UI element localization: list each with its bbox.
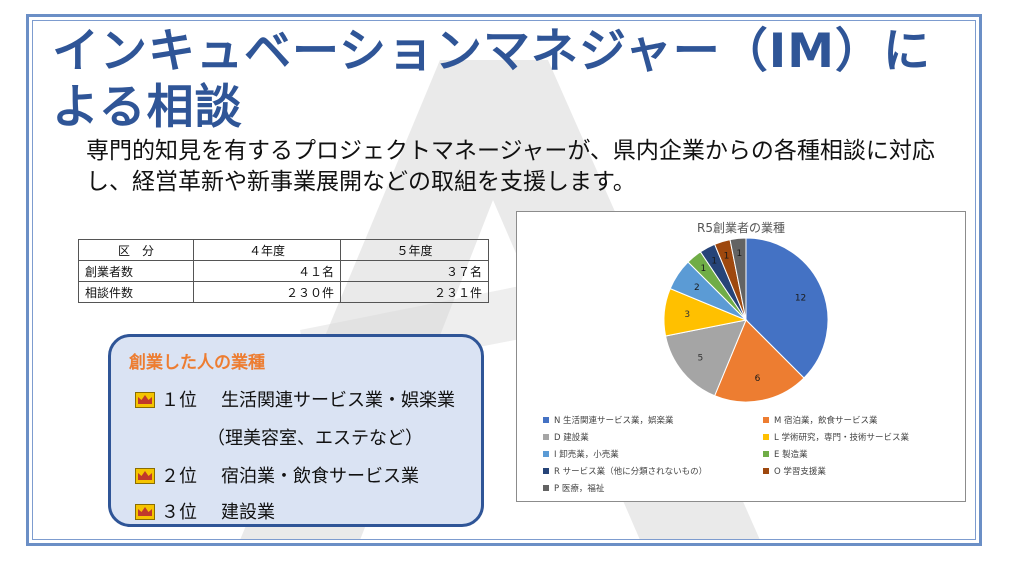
slide-border-outer — [26, 14, 982, 546]
crown-icon — [135, 504, 155, 520]
pie-data-label: 1 — [737, 249, 743, 259]
slide-border-inner — [32, 20, 976, 540]
ranking-position: ３位 — [161, 502, 197, 523]
legend-item: P 医療，福祉 — [543, 482, 604, 494]
table-row: 相談件数 ２３０件 ２３１件 — [78, 281, 489, 303]
ranking-box: 創業した人の業種 １位 生活関連サービス業・娯楽業 （理美容室、エステなど） ２位… — [108, 334, 484, 527]
legend-label: N 生活関連サービス業，娯楽業 — [554, 416, 674, 426]
ranking-item-1: １位 生活関連サービス業・娯楽業 — [135, 386, 455, 412]
ranking-item-2: ２位 宿泊業・飲食サービス業 — [135, 462, 419, 488]
chart-title: R5創業者の業種 — [697, 221, 785, 235]
stats-table: 区 分 ４年度 ５年度 創業者数 ４１名 ３７名 相談件数 ２３０件 ２３１件 — [78, 239, 489, 303]
table-header-cell: ５年度 — [340, 239, 489, 261]
ranking-label: 宿泊業・飲食サービス業 — [221, 466, 419, 487]
pie-chart-panel: R5創業者の業種 12 6 5 3 2 1 1 1 1 N 生活関連サービス業，娯楽業 M 宿泊業… — [516, 211, 966, 502]
ranking-label: 生活関連サービス業・娯楽業 — [221, 390, 455, 411]
legend-item: O 学習支援業 — [763, 465, 826, 477]
legend-item: M 宿泊業，飲食サービス業 — [763, 414, 878, 426]
pie-data-label: 1 — [711, 257, 717, 267]
pie-slice — [729, 237, 747, 321]
ranking-item-1-note: （理美容室、エステなど） — [207, 428, 423, 449]
legend-swatch — [763, 468, 769, 474]
legend-item: R サービス業（他に分類されないもの） — [543, 465, 707, 477]
legend-label: L 学術研究，専門・技術サービス業 — [774, 433, 909, 443]
table-header-row: 区 分 ４年度 ５年度 — [78, 239, 489, 261]
slide-title: インキュベーションマネジャー（IM）による相談 — [52, 24, 931, 135]
pie-data-label: 1 — [724, 252, 730, 262]
legend-swatch — [543, 451, 549, 457]
table-cell: 相談件数 — [78, 281, 194, 303]
legend-swatch — [543, 468, 549, 474]
legend-swatch — [763, 451, 769, 457]
legend-swatch — [763, 434, 769, 440]
legend-label: R サービス業（他に分類されないもの） — [554, 467, 708, 477]
table-header-cell: 区 分 — [78, 239, 194, 261]
pie-data-label: 2 — [694, 283, 700, 293]
pie-data-label: 1 — [700, 264, 706, 274]
pie-slice — [664, 319, 747, 397]
legend-label: E 製造業 — [774, 450, 808, 460]
legend-swatch — [543, 485, 549, 491]
legend-swatch — [543, 434, 549, 440]
ranking-position: １位 — [161, 390, 197, 411]
legend-label: D 建設業 — [554, 433, 589, 443]
legend-item: L 学術研究，専門・技術サービス業 — [763, 431, 909, 443]
legend-item: N 生活関連サービス業，娯楽業 — [543, 414, 674, 426]
pie-data-label: 3 — [684, 310, 690, 320]
ranking-title: 創業した人の業種 — [129, 353, 265, 373]
intro-text: 専門的知見を有するプロジェクトマネージャーが、県内企業からの各種相談に対応し、経… — [86, 138, 935, 195]
crown-icon — [135, 392, 155, 408]
legend-item: D 建設業 — [543, 431, 589, 443]
legend-item: E 製造業 — [763, 448, 808, 460]
table-cell: ３７名 — [340, 260, 489, 282]
ranking-position: ２位 — [161, 466, 197, 487]
table-cell: ４１名 — [193, 260, 341, 282]
legend-label: I 卸売業，小売業 — [554, 450, 619, 460]
legend-label: O 学習支援業 — [774, 467, 826, 477]
ranking-item-3: ３位 建設業 — [135, 498, 275, 524]
legend-swatch — [543, 417, 549, 423]
ranking-label: 建設業 — [221, 502, 275, 523]
table-cell: ２３１件 — [340, 281, 489, 303]
legend-label: M 宿泊業，飲食サービス業 — [774, 416, 878, 426]
table-row: 創業者数 ４１名 ３７名 — [78, 260, 489, 282]
crown-icon — [135, 468, 155, 484]
pie-slice — [713, 319, 805, 403]
table-cell: ２３０件 — [193, 281, 341, 303]
pie-data-label: 6 — [755, 374, 761, 384]
table-header-cell: ４年度 — [193, 239, 341, 261]
pie-data-label: 5 — [697, 353, 703, 363]
legend-swatch — [763, 417, 769, 423]
legend-item: I 卸売業，小売業 — [543, 448, 619, 460]
pie-data-label: 12 — [795, 293, 806, 303]
legend-label: P 医療，福祉 — [554, 484, 605, 494]
pie-slice — [745, 237, 829, 379]
table-cell: 創業者数 — [78, 260, 194, 282]
